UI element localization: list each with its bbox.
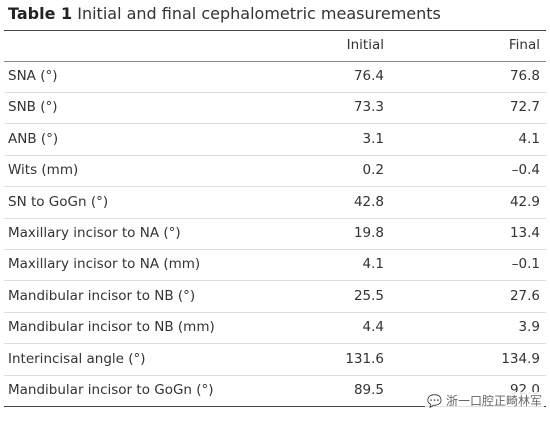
row-separator	[4, 92, 546, 93]
cell-value: 3.9	[518, 319, 540, 336]
row-separator	[4, 186, 546, 188]
row-separator	[4, 343, 546, 345]
watermark: 💬 浙一口腔正畸林军	[425, 392, 544, 409]
table-label: Table 1	[8, 4, 73, 23]
row-label: Mandibular incisor to NB (mm)	[8, 319, 215, 336]
bottom-rule	[4, 406, 546, 407]
row-label: Mandibular incisor to GoGn (°)	[8, 382, 214, 398]
cell-value: 3.1	[362, 130, 384, 147]
cell-value: 4.1	[362, 256, 384, 273]
cell-value: 42.9	[509, 193, 540, 210]
cell-value: 19.8	[353, 225, 384, 241]
row-label: Maxillary incisor to NA (mm)	[8, 256, 201, 273]
cell-value: 134.9	[501, 350, 540, 367]
cell-value: 131.6	[345, 350, 384, 367]
cell-value: 4.4	[362, 319, 384, 336]
row-label: SNB (°)	[8, 99, 58, 116]
column-header: Initial	[346, 37, 384, 53]
row-separator	[4, 374, 546, 376]
row-separator	[4, 249, 546, 250]
cell-value: 27.6	[509, 287, 540, 304]
row-separator	[4, 123, 546, 125]
cell-value: –0.4	[511, 162, 540, 179]
header-rule	[4, 61, 546, 62]
row-label: Wits (mm)	[8, 162, 79, 179]
row-label: ANB (°)	[8, 130, 59, 147]
cell-value: 25.5	[353, 287, 384, 304]
cell-value: 0.2	[362, 162, 384, 179]
row-label: Interincisal angle (°)	[8, 350, 146, 367]
row-label: SNA (°)	[8, 68, 58, 84]
cell-value: 76.8	[509, 68, 540, 84]
table-title: Initial and final cephalometric measurem…	[77, 4, 441, 23]
cell-value: 73.3	[353, 99, 384, 116]
top-rule	[4, 30, 546, 31]
cell-value: 4.1	[518, 130, 540, 147]
row-separator	[4, 280, 546, 282]
row-separator	[4, 154, 546, 156]
row-label: SN to GoGn (°)	[8, 193, 109, 210]
cell-value: 13.4	[509, 225, 540, 241]
cell-value: –0.1	[511, 256, 540, 273]
row-label: Mandibular incisor to NB (°)	[8, 287, 196, 304]
cell-value: 89.5	[353, 382, 384, 398]
row-separator	[4, 311, 546, 313]
table-caption: Table 1 Initial and final cephalometric …	[8, 4, 441, 23]
cell-value: 76.4	[353, 68, 384, 84]
cell-value: 72.7	[509, 99, 540, 116]
column-header: Final	[508, 37, 540, 53]
row-separator	[4, 217, 546, 219]
cell-value: 42.8	[353, 193, 384, 210]
row-label: Maxillary incisor to NA (°)	[8, 225, 181, 241]
watermark-text: 浙一口腔正畸林军	[445, 394, 542, 408]
